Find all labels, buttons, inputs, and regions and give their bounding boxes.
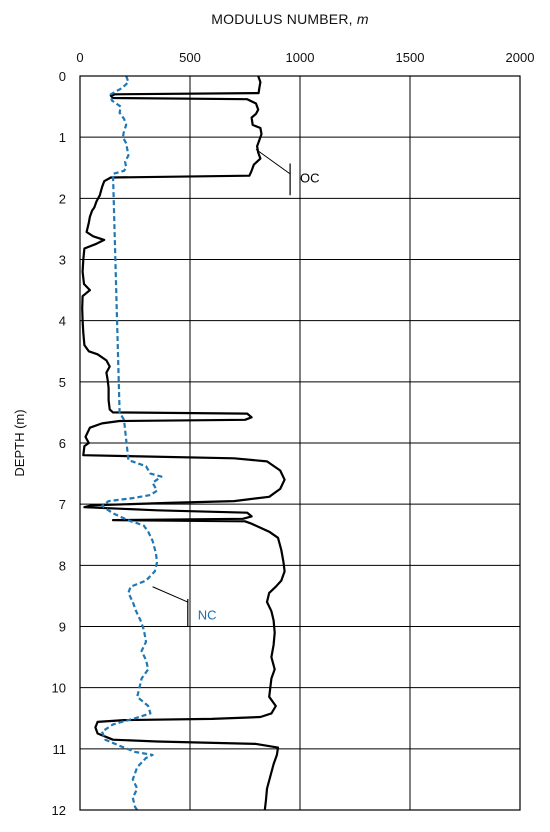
y-tick-label: 12 — [52, 803, 66, 818]
oc-label: OC — [300, 171, 320, 186]
nc-label-background — [190, 602, 229, 626]
y-tick-label: 2 — [59, 191, 66, 206]
y-axis-label: DEPTH (m) — [12, 409, 27, 476]
x-tick-label: 1500 — [396, 50, 425, 65]
y-tick-label: 3 — [59, 253, 66, 268]
plot-frame — [79, 75, 521, 811]
nc-label: NC — [198, 607, 217, 622]
y-tick-label: 0 — [59, 69, 66, 84]
x-tick-label: 2000 — [506, 50, 535, 65]
x-tick-label: 1000 — [286, 50, 315, 65]
y-tick-label: 5 — [59, 375, 66, 390]
solid-series-line — [81, 75, 286, 811]
dashed-series-line — [100, 75, 163, 811]
y-tick-label: 9 — [59, 620, 66, 635]
x-tick-labels: 0 500 1000 1500 2000 — [76, 50, 534, 65]
y-tick-label: 11 — [53, 742, 67, 757]
y-tick-label: 10 — [52, 681, 66, 696]
y-tick-label: 8 — [59, 558, 66, 573]
y-tick-label: 6 — [59, 436, 66, 451]
series-group — [81, 75, 286, 811]
oc-leader-line — [255, 148, 291, 175]
annotations: OC NC — [152, 148, 320, 627]
nc-leader-line — [152, 586, 188, 603]
y-tick-label: 4 — [59, 314, 66, 329]
chart-title: MODULUS NUMBER, m — [211, 11, 369, 27]
x-tick-label: 0 — [76, 50, 83, 65]
grid — [80, 76, 520, 810]
y-tick-label: 1 — [59, 130, 66, 145]
x-tick-label: 500 — [179, 50, 201, 65]
y-tick-label: 7 — [59, 497, 66, 512]
